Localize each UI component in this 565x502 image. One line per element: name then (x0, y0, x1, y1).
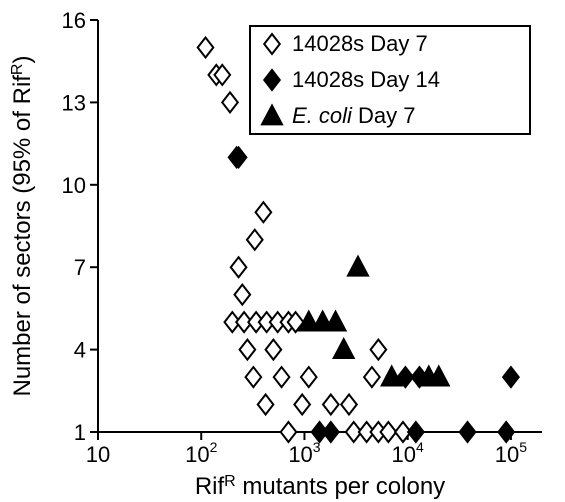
y-tick-label: 13 (62, 90, 86, 115)
y-tick-label: 1 (74, 420, 86, 445)
legend-label: 14028s Day 7 (292, 31, 428, 56)
y-tick-label: 4 (74, 338, 86, 363)
legend-label: E. coli Day 7 (292, 103, 416, 128)
y-tick-label: 16 (62, 8, 86, 33)
y-tick-label: 10 (62, 173, 86, 198)
y-tick-label: 7 (74, 255, 86, 280)
y-axis-label: Number of sectors (95% of RifR) (9, 55, 36, 396)
scatter-chart: 14710131610102103104105Number of sectors… (0, 0, 565, 502)
x-tick-label: 10 (86, 442, 110, 467)
legend-label: 14028s Day 14 (292, 67, 440, 92)
